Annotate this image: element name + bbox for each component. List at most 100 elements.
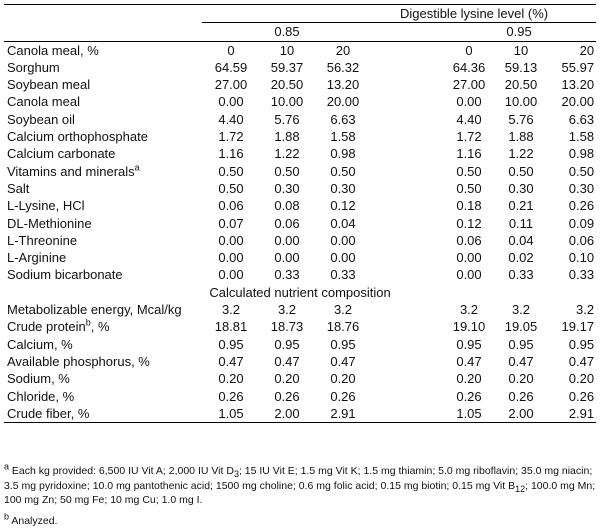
table-row: Sodium, % 0.20 0.20 0.20 0.20 0.20 0.20 [4,370,596,387]
cell-value: 0.47 [508,353,534,369]
cell-value: 0.26 [274,388,300,404]
cell-value: 0.50 [218,180,244,196]
cell-value: 0.50 [508,163,534,179]
row-label: Available phosphorus, % [7,353,150,369]
cell-value: 0.95 [330,336,356,352]
cell-value: 0.26 [456,388,482,404]
cell-value: 1.72 [456,129,482,145]
footnote-a-mark: a [4,461,10,472]
table-row: Salt 0.50 0.30 0.30 0.50 0.30 0.30 [4,180,596,197]
cell-value: 2.91 [314,404,372,424]
table-row: L-Arginine 0.00 0.00 0.00 0.00 0.02 0.10 [4,249,596,266]
cell-value: 1.05 [442,404,496,424]
cell-value: 10.00 [270,94,304,110]
cell-value: 1.58 [330,129,356,145]
table-row: Sodium bicarbonate 0.00 0.33 0.33 0.00 0.33 0.… [4,266,596,283]
table-row: Canola meal 0.00 10.00 20.00 0.00 10.00 20.00 [4,93,596,110]
row-label: L-Threonine [7,232,78,248]
level-085-header: 0.85 [202,22,372,42]
cell-value: 56.32 [326,59,360,75]
cell-value: 0.20 [330,371,356,387]
cell-value: 0.11 [508,215,534,231]
footnote-b-mark: b [4,511,10,522]
cell-value: 0.20 [568,371,595,387]
row-label: Vitamins and mineralsa [7,162,140,179]
row-label: Metabolizable energy, Mcal/kg [7,302,182,318]
cell-value: 1.22 [508,146,534,162]
canola-level-label: Canola meal, % [4,40,202,59]
cell-value: 0.95 [568,336,595,352]
row-label: DL-Methionine [7,215,92,231]
cell-value: 0.00 [456,94,482,110]
cell-value: 0.00 [456,267,482,283]
canola-level: 0 [442,40,496,59]
table-row: Calcium carbonate 1.16 1.22 0.98 1.16 1.22 0.9… [4,145,596,162]
cell-value: 10.00 [504,94,538,110]
cell-value: 0.95 [274,336,300,352]
cell-value: 0.50 [274,163,300,179]
cell-value: 0.47 [274,353,300,369]
row-label: Sodium bicarbonate [7,267,123,283]
cell-value: 20.50 [504,77,538,93]
cell-value: 0.95 [456,336,482,352]
cell-value: 18.73 [270,319,304,335]
cell-value: 0.00 [218,232,244,248]
cell-value: 0.33 [508,267,534,283]
cell-value: 0.50 [456,163,482,179]
cell-value: 1.05 [202,404,260,424]
cell-value: 1.88 [508,129,534,145]
table-row: L-Lysine, HCl 0.06 0.08 0.12 0.18 0.21 0.26 [4,197,596,214]
cell-value: 13.20 [326,77,360,93]
cell-value: 0.26 [330,388,356,404]
cell-value: 0.06 [456,232,482,248]
level-header-row: 0.85 0.95 [4,22,597,42]
cell-value: 1.88 [274,129,300,145]
canola-level: 10 [496,40,546,59]
cell-value: 0.08 [274,198,300,214]
cell-value: 0.95 [508,336,534,352]
canola-level: 20 [314,40,372,59]
cell-value: 0.47 [330,353,356,369]
cell-value: 0.30 [330,180,356,196]
row-label: L-Lysine, HCl [7,198,85,214]
cell-value: 0.30 [274,180,300,196]
row-label: Sorghum [7,59,60,75]
diet-composition-table: Digestible lysine level (%) 0.85 0.95 Ca… [4,3,597,424]
cell-value: 0.04 [508,232,534,248]
cell-value: 0.06 [568,232,595,248]
group-header-row: Digestible lysine level (%) [4,3,597,23]
row-label: Soybean meal [7,77,91,93]
footnote-b: b Analyzed. [4,511,58,527]
cell-value: 3.2 [459,302,479,318]
cell-value: 0.30 [508,180,534,196]
cell-value: 0.00 [218,267,244,283]
row-label: Sodium, % [7,371,70,387]
row-label: Canola meal [7,94,80,110]
composition-rows: Metabolizable energy, Mcal/kg 3.2 3.2 3.2 3.… [4,301,597,424]
cell-value: 6.63 [568,111,595,127]
cell-value: 18.81 [214,319,248,335]
cell-value: 1.72 [218,129,244,145]
row-label: Crude proteinb, % [7,318,110,335]
cell-value: 0.98 [330,146,356,162]
cell-value: 0.00 [274,232,300,248]
diet-composition-table-container: Digestible lysine level (%) 0.85 0.95 Ca… [4,3,597,424]
cell-value: 0.12 [456,215,482,231]
table-row: Vitamins and mineralsa 0.50 0.50 0.50 0.50 0.… [4,163,596,180]
cell-value: 0.06 [218,198,244,214]
cell-value: 3.2 [333,302,353,318]
cell-value: 0.00 [330,250,356,266]
footnotes: a Each kg provided: 6,500 IU Vit A; 2,00… [4,461,596,528]
cell-value: 5.76 [508,111,534,127]
cell-value: 19.10 [452,319,486,335]
table-row: Crude proteinb, % 18.81 18.73 18.76 19.10 19.… [4,318,596,335]
level-095-header: 0.95 [442,22,597,42]
row-label: Chloride, % [7,388,75,404]
cell-value: 0.33 [330,267,356,283]
cell-value: 0.95 [218,336,244,352]
composition-title-row: Calculated nutrient composition [4,284,596,301]
cell-value: 0.06 [274,215,300,231]
cell-value: 64.59 [214,59,248,75]
cell-value: 64.36 [452,59,486,75]
cell-value: 27.00 [452,77,486,93]
